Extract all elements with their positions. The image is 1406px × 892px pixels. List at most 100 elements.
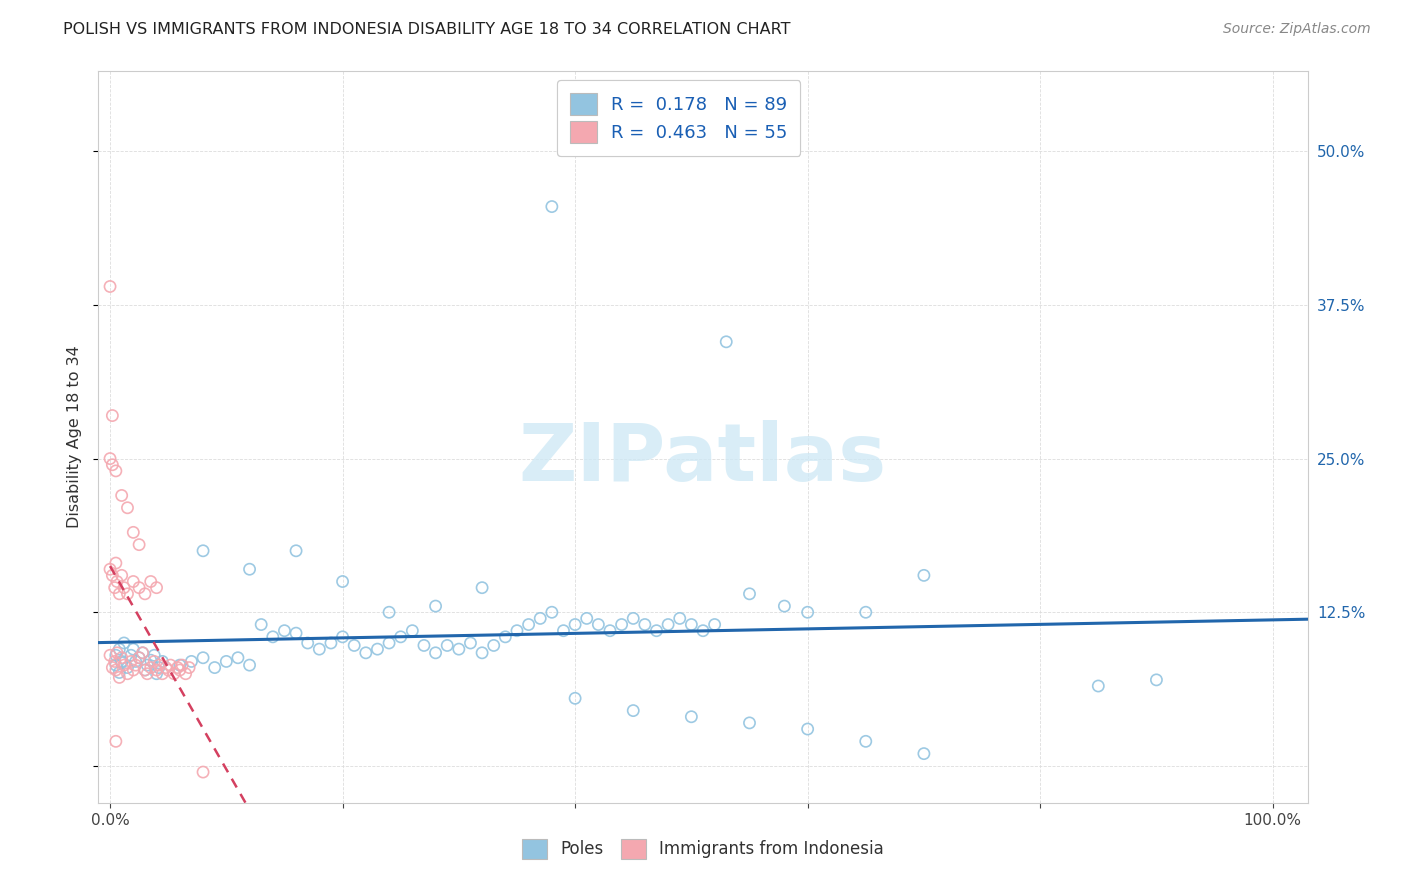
Point xyxy=(111,655,134,669)
Point xyxy=(378,605,401,619)
Point xyxy=(98,279,121,293)
Point xyxy=(166,660,188,674)
Point xyxy=(912,568,935,582)
Point xyxy=(553,624,575,638)
Point xyxy=(540,605,562,619)
Point xyxy=(134,663,156,677)
Point xyxy=(163,666,186,681)
Point xyxy=(155,660,177,674)
Point xyxy=(124,658,146,673)
Point xyxy=(131,646,153,660)
Point xyxy=(172,658,194,673)
Point xyxy=(645,624,668,638)
Point xyxy=(134,587,156,601)
Point xyxy=(657,617,679,632)
Point xyxy=(108,587,131,601)
Point xyxy=(401,624,423,638)
Point xyxy=(104,734,127,748)
Point xyxy=(413,639,436,653)
Point xyxy=(564,691,586,706)
Point xyxy=(681,710,703,724)
Point xyxy=(143,655,166,669)
Point xyxy=(855,734,877,748)
Point xyxy=(482,639,505,653)
Point xyxy=(703,617,725,632)
Point xyxy=(366,642,388,657)
Point xyxy=(912,747,935,761)
Point xyxy=(150,666,173,681)
Point xyxy=(354,646,377,660)
Point xyxy=(117,660,139,674)
Point xyxy=(285,543,308,558)
Point xyxy=(104,658,127,673)
Point xyxy=(104,464,127,478)
Legend: Poles, Immigrants from Indonesia: Poles, Immigrants from Indonesia xyxy=(516,832,890,866)
Point xyxy=(540,200,562,214)
Point xyxy=(332,574,354,589)
Point xyxy=(343,639,366,653)
Point xyxy=(529,611,551,625)
Point xyxy=(621,611,644,625)
Point xyxy=(139,574,162,589)
Point xyxy=(262,630,284,644)
Point xyxy=(112,658,135,673)
Point xyxy=(105,574,128,589)
Point xyxy=(1144,673,1167,687)
Point xyxy=(575,611,598,625)
Point xyxy=(143,648,166,663)
Text: POLISH VS IMMIGRANTS FROM INDONESIA DISABILITY AGE 18 TO 34 CORRELATION CHART: POLISH VS IMMIGRANTS FROM INDONESIA DISA… xyxy=(63,22,790,37)
Point xyxy=(111,568,134,582)
Point xyxy=(134,663,156,677)
Point xyxy=(148,660,170,674)
Point xyxy=(250,617,273,632)
Point xyxy=(108,642,131,657)
Point xyxy=(517,617,540,632)
Point xyxy=(145,663,167,677)
Point xyxy=(128,581,150,595)
Point xyxy=(425,599,447,613)
Point xyxy=(117,666,139,681)
Point xyxy=(179,660,201,674)
Point xyxy=(215,655,238,669)
Point xyxy=(122,663,145,677)
Point xyxy=(634,617,657,632)
Point xyxy=(159,658,181,673)
Point xyxy=(128,650,150,665)
Legend: R =  0.178   N = 89, R =  0.463   N = 55: R = 0.178 N = 89, R = 0.463 N = 55 xyxy=(557,80,800,156)
Point xyxy=(204,660,226,674)
Point xyxy=(191,765,214,780)
Point xyxy=(796,722,818,736)
Point xyxy=(1087,679,1109,693)
Point xyxy=(98,648,121,663)
Point xyxy=(111,656,134,670)
Point xyxy=(308,642,330,657)
Point xyxy=(104,655,127,669)
Point xyxy=(111,650,134,665)
Point xyxy=(145,581,167,595)
Point xyxy=(425,646,447,660)
Point xyxy=(122,525,145,540)
Point xyxy=(122,574,145,589)
Point xyxy=(285,626,308,640)
Point xyxy=(124,655,146,669)
Point xyxy=(564,617,586,632)
Point xyxy=(738,715,761,730)
Point xyxy=(319,636,342,650)
Point xyxy=(494,630,516,644)
Point xyxy=(471,581,494,595)
Point xyxy=(588,617,610,632)
Point xyxy=(297,636,319,650)
Point xyxy=(621,704,644,718)
Point xyxy=(150,655,173,669)
Point xyxy=(447,642,470,657)
Point xyxy=(506,624,529,638)
Point xyxy=(117,587,139,601)
Point xyxy=(108,665,131,680)
Point xyxy=(108,670,131,684)
Point xyxy=(104,663,127,677)
Y-axis label: Disability Age 18 to 34: Disability Age 18 to 34 xyxy=(67,346,83,528)
Point xyxy=(128,650,150,665)
Point xyxy=(169,663,191,677)
Point xyxy=(131,646,153,660)
Point xyxy=(148,658,170,673)
